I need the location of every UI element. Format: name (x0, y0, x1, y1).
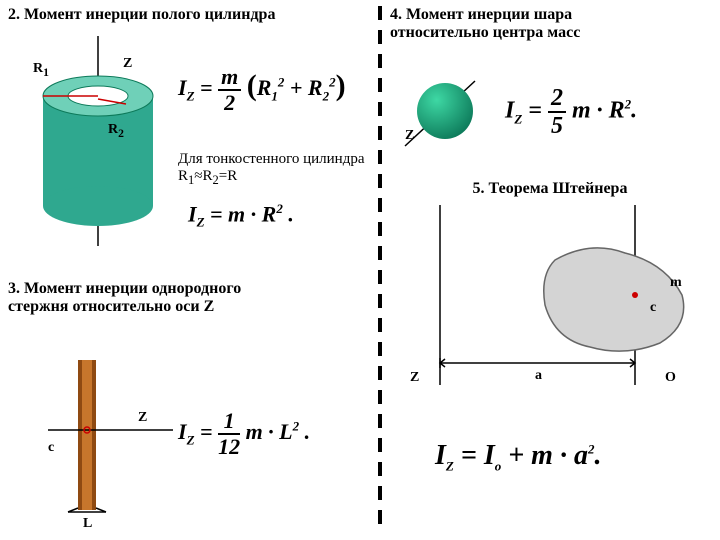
steiner-diagram (390, 205, 710, 395)
s3-L-label: L (83, 516, 92, 532)
section-2: 2. Момент инерции полого цилиндра R1 Z R… (8, 6, 368, 24)
section-4: 4. Момент инерции шара относительно цент… (390, 6, 710, 42)
rod-diagram (8, 330, 188, 530)
sphere-diagram (390, 46, 510, 176)
s5-c-label: c (650, 300, 656, 316)
s5-a-label: a (535, 368, 542, 384)
s3-formula: IZ = 112 m · L2 . (178, 410, 310, 458)
s4-z-label: Z (405, 128, 414, 144)
s2-r1-label: R1 (33, 61, 49, 79)
s3-c-label: c (48, 440, 54, 456)
s5-m-label: m (670, 275, 682, 291)
vertical-divider (378, 6, 382, 534)
s2-r2-label: R2 (108, 122, 124, 140)
s2-formula-main: IZ = m2 (R12 + R22) (178, 66, 346, 114)
s4-title-l1: 4. Момент инерции шара (390, 6, 710, 24)
s4-title-l2: относительно центра масс (390, 24, 710, 42)
s2-title: 2. Момент инерции полого цилиндра (8, 6, 368, 24)
s4-formula: IZ = 25 m · R2. (505, 86, 637, 138)
section-3: 3. Момент инерции однородного стержня от… (8, 280, 368, 316)
s5-z-label: Z (410, 370, 419, 386)
section-5: 5. Теорема Штейнера m c Z a O IZ = Io + … (390, 180, 710, 198)
s2-note: Для тонкостенного цилиндра R1≈R2=R (178, 151, 368, 188)
s5-title: 5. Теорема Штейнера (390, 180, 710, 198)
s5-o-label: O (665, 370, 676, 386)
s5-formula: IZ = Io + m · a2. (435, 440, 601, 475)
s3-z-label: Z (138, 410, 147, 426)
s2-formula-thin: IZ = m · R2 . (188, 201, 294, 231)
s3-title-l2: стержня относительно оси Z (8, 298, 368, 316)
s2-z-label: Z (123, 56, 132, 72)
s3-title-l1: 3. Момент инерции однородного (8, 280, 368, 298)
